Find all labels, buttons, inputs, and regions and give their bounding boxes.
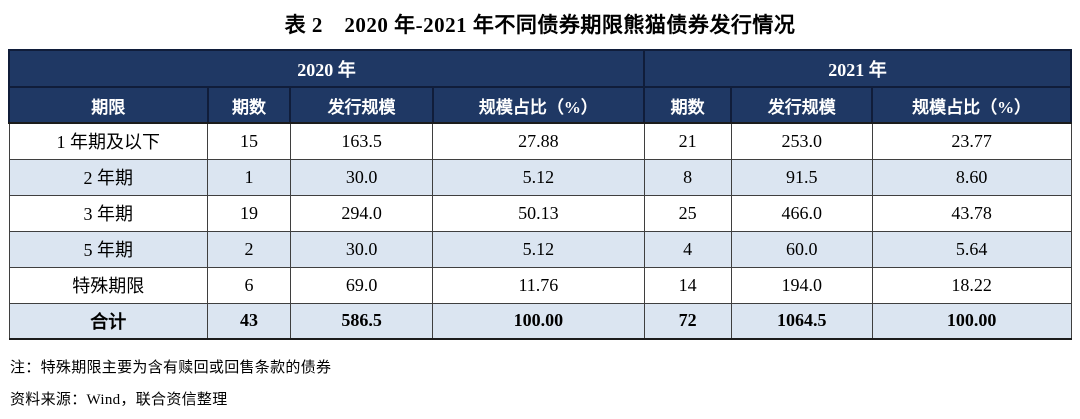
table-cell: 30.0 (289, 230, 434, 268)
table-cell: 30.0 (289, 158, 434, 196)
table-cell: 25 (643, 194, 732, 232)
table-row-5y: 5 年期 2 30.0 5.12 4 60.0 5.64 (8, 230, 1072, 268)
table-cell: 43.78 (871, 194, 1072, 232)
table-cell: 合计 (8, 302, 209, 340)
table-cell: 11.76 (432, 266, 645, 304)
table-cell: 27.88 (432, 122, 645, 160)
year-header-row: 2020 年 2021 年 (7, 49, 1072, 88)
year-group-2020: 2020 年 (7, 49, 646, 88)
table-row-3y: 3 年期 19 294.0 50.13 25 466.0 43.78 (8, 194, 1072, 232)
table-cell: 23.77 (871, 122, 1072, 160)
table-cell: 69.0 (289, 266, 434, 304)
table-cell: 5.12 (432, 158, 645, 196)
table-cell: 8 (643, 158, 732, 196)
table-cell: 100.00 (871, 302, 1072, 340)
col-header-scale-2020: 发行规模 (289, 86, 434, 124)
table-cell: 4 (643, 230, 732, 268)
table-title: 表 2 2020 年-2021 年不同债券期限熊猫债券发行情况 (284, 13, 796, 37)
table-cell: 72 (643, 302, 732, 340)
table-cell: 43 (207, 302, 291, 340)
panda-bond-issuance-table: 2020 年 2021 年 期限 期数 发行规模 规模占比（%） 期数 发行规模… (7, 49, 1072, 340)
col-header-pct-2020: 规模占比（%） (431, 86, 646, 124)
table-cell: 1 年期及以下 (8, 122, 209, 160)
table-cell: 91.5 (730, 158, 873, 196)
col-header-scale-2021: 发行规模 (730, 86, 874, 124)
col-header-term: 期限 (8, 86, 209, 124)
column-header-row: 期限 期数 发行规模 规模占比（%） 期数 发行规模 规模占比（%） (8, 86, 1072, 124)
table-cell: 1 (207, 158, 291, 196)
table-cell: 19 (207, 194, 291, 232)
table-cell: 15 (207, 122, 291, 160)
year-group-2021: 2021 年 (643, 49, 1072, 88)
table-cell: 100.00 (432, 302, 645, 340)
col-header-count-2020: 期数 (206, 86, 292, 124)
table-row-1y: 1 年期及以下 15 163.5 27.88 21 253.0 23.77 (8, 122, 1072, 160)
table-cell: 6 (207, 266, 291, 304)
table-cell: 5.12 (432, 230, 645, 268)
table-cell: 163.5 (289, 122, 434, 160)
table-row-2y: 2 年期 1 30.0 5.12 8 91.5 8.60 (8, 158, 1072, 196)
table-cell: 2 年期 (8, 158, 209, 196)
table-cell: 194.0 (730, 266, 873, 304)
table-cell: 21 (643, 122, 732, 160)
table-notes: 注：特殊期限主要为含有赎回或回售条款的债券 资料来源：Wind，联合资信整理 (10, 353, 1080, 416)
table-cell: 8.60 (871, 158, 1072, 196)
footnote: 注：特殊期限主要为含有赎回或回售条款的债券 (10, 360, 332, 376)
table-cell: 特殊期限 (8, 266, 209, 304)
table-cell: 466.0 (730, 194, 873, 232)
table-cell: 18.22 (871, 266, 1072, 304)
col-header-count-2021: 期数 (643, 86, 733, 124)
table-cell: 253.0 (730, 122, 873, 160)
table-cell: 586.5 (289, 302, 434, 340)
source-note: 资料来源：Wind，联合资信整理 (10, 391, 228, 408)
table-cell: 60.0 (730, 230, 873, 268)
table-cell: 294.0 (289, 194, 434, 232)
table-cell: 1064.5 (730, 302, 873, 340)
table-cell: 3 年期 (8, 194, 209, 232)
table-cell: 5 年期 (8, 230, 209, 268)
table-cell: 5.64 (871, 230, 1072, 268)
col-header-pct-2021: 规模占比（%） (871, 86, 1072, 124)
table-row-total: 合计 43 586.5 100.00 72 1064.5 100.00 (8, 302, 1072, 340)
table-cell: 50.13 (432, 194, 645, 232)
table-cell: 14 (643, 266, 732, 304)
table-cell: 2 (207, 230, 291, 268)
table-row-special: 特殊期限 6 69.0 11.76 14 194.0 18.22 (8, 266, 1072, 304)
